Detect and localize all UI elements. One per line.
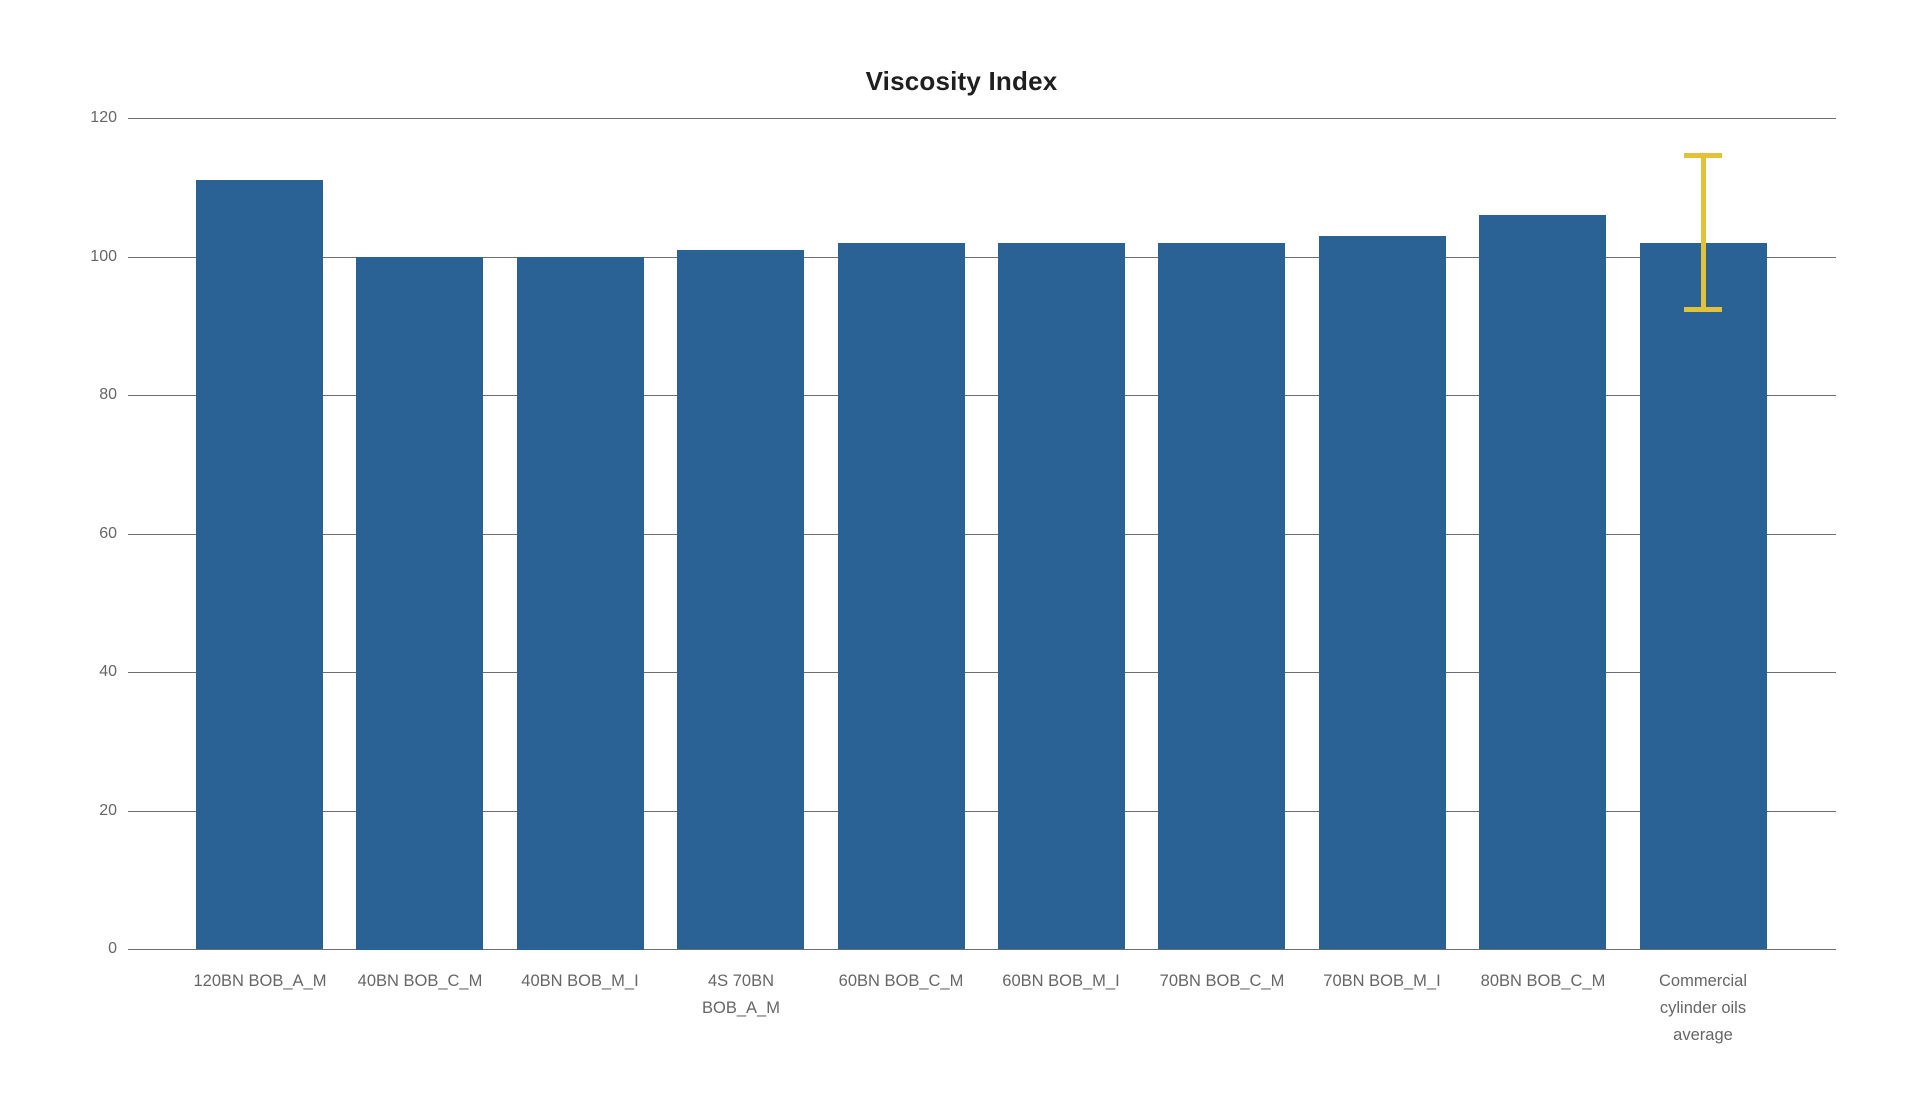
x-axis-category-label: Commercial cylinder oils average	[1658, 972, 1747, 1044]
error-bar-bottom-cap	[1684, 307, 1722, 312]
gridline-0	[128, 949, 1836, 950]
bar-70bn-bob-m-i[interactable]	[1319, 236, 1446, 949]
x-axis-category-label: 120BN BOB_A_M	[193, 972, 327, 990]
gridline-40	[128, 672, 1836, 673]
bar-40bn-bob-m-i[interactable]	[517, 257, 644, 950]
bar-70bn-bob-c-m[interactable]	[1158, 243, 1285, 949]
y-axis-tick-label: 100	[90, 248, 117, 265]
bar-40bn-bob-c-m[interactable]	[356, 257, 483, 950]
bar-commercial-cylinder-oils-average[interactable]	[1640, 243, 1767, 949]
bar-60bn-bob-c-m[interactable]	[838, 243, 965, 949]
bar-4s-70bn-bob-a-m[interactable]	[677, 250, 804, 949]
x-axis-category-label: 70BN BOB_M_I	[1323, 972, 1441, 990]
x-axis-category-label: 40BN BOB_C_M	[357, 972, 483, 990]
gridline-80	[128, 395, 1836, 396]
y-axis-tick-label: 0	[108, 940, 117, 957]
x-axis-category-label: 80BN BOB_C_M	[1480, 972, 1606, 990]
y-axis-tick-label: 20	[99, 802, 117, 819]
chart-title: Viscosity Index	[865, 66, 1058, 96]
y-axis-tick-label: 60	[99, 525, 117, 542]
y-axis-tick-label: 40	[99, 663, 117, 680]
error-bar-line	[1701, 153, 1706, 312]
y-axis-tick-label: 120	[90, 109, 117, 126]
x-axis-category-label: 4S 70BN BOB_A_M	[702, 972, 780, 1017]
bar-120bn-bob-a-m[interactable]	[196, 180, 323, 949]
error-bar-top-cap	[1684, 153, 1722, 158]
x-axis-category-label: 60BN BOB_C_M	[838, 972, 964, 990]
gridline-120	[128, 118, 1836, 119]
gridline-100	[128, 257, 1836, 258]
x-axis-category-label: 70BN BOB_C_M	[1159, 972, 1285, 990]
y-axis-tick-label: 80	[99, 386, 117, 403]
bar-80bn-bob-c-m[interactable]	[1479, 215, 1606, 949]
gridline-20	[128, 811, 1836, 812]
gridline-60	[128, 534, 1836, 535]
bar-60bn-bob-m-i[interactable]	[998, 243, 1125, 949]
x-axis-category-label: 40BN BOB_M_I	[521, 972, 639, 990]
x-axis-category-label: 60BN BOB_M_I	[1002, 972, 1120, 990]
